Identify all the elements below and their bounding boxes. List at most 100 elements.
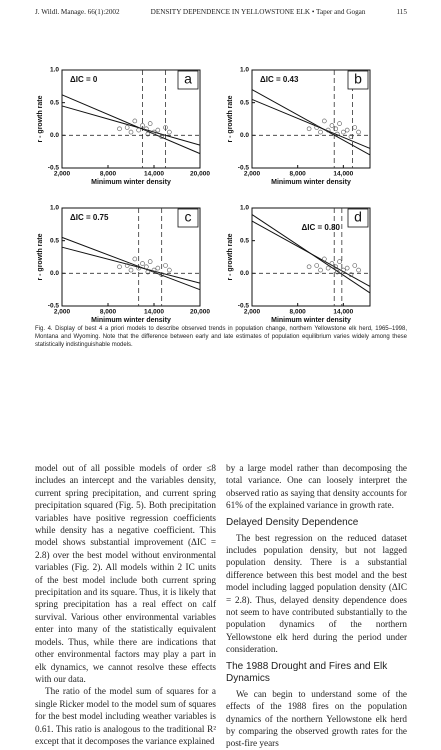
section-heading: Delayed Density Dependence (226, 516, 359, 528)
caption: Fig. 4. Display of best 4 a priori model… (35, 326, 407, 348)
x-axis-label: Minimum winter density (271, 317, 351, 324)
y-tick-label: 0.0 (50, 132, 59, 139)
data-point (128, 129, 134, 135)
x-tick-label: 14,000 (144, 309, 164, 316)
regression-line (61, 236, 201, 291)
data-point (333, 264, 339, 270)
data-point (144, 126, 149, 132)
regression-line (61, 105, 201, 146)
data-point (314, 263, 320, 268)
data-point (140, 123, 145, 128)
x-tick-label: 20,000 (190, 171, 210, 178)
model-aic: ΔIC = 0.80 (302, 223, 341, 232)
page: J. Wildl. Manage. 66(1):2002 DENSITY DEP… (35, 8, 407, 749)
header: J. Wildl. Manage. 66(1):2002 DENSITY DEP… (35, 8, 407, 16)
x-tick-label: 2,000 (54, 309, 71, 316)
data-point (337, 121, 342, 126)
x-tick-label: 2,000 (54, 171, 71, 178)
data-point (325, 127, 331, 133)
data-point (322, 256, 327, 262)
y-axis-label: r - growth rate (37, 233, 44, 280)
paragraph: by a large model rather than decomposing… (226, 463, 407, 511)
data-point (344, 265, 350, 271)
y-tick-label: -0.5 (238, 303, 250, 310)
y-tick-label: 0.0 (240, 270, 249, 277)
data-point (348, 134, 354, 139)
x-tick-label: 8,000 (100, 171, 117, 178)
model-aic: ΔIC = 0 (70, 75, 98, 84)
plot-frame (61, 69, 201, 169)
y-tick-label: 0.5 (50, 237, 59, 244)
x-tick-label: 14,000 (333, 309, 353, 316)
journal: J. Wildl. Manage. 66(1):2002 (35, 8, 120, 16)
data-point (132, 118, 138, 124)
data-point (163, 125, 168, 130)
right-column: by a large model rather than decomposing… (226, 462, 407, 750)
data-point (356, 129, 361, 135)
x-tick-label: 2,000 (244, 309, 261, 316)
data-point (352, 263, 358, 268)
data-point (124, 263, 130, 268)
x-axis-label: Minimum winter density (271, 179, 351, 186)
y-axis-label: r - growth rate (37, 95, 44, 142)
data-point (333, 126, 339, 132)
paragraph: The ratio of the model sum of squares fo… (35, 686, 216, 746)
y-tick-label: 1.0 (240, 67, 249, 74)
paragraph: The best regression on the reduced datas… (226, 532, 407, 655)
x-tick-label: 8,000 (100, 309, 117, 316)
panel-label-box (347, 208, 369, 228)
x-tick-label: 14,000 (144, 171, 164, 178)
data-point (136, 127, 141, 133)
running-title: DENSITY DEPENDENCE IN YELLOWSTONE ELK • … (150, 8, 366, 16)
panel-label: c (185, 209, 192, 225)
regression-line (61, 94, 201, 155)
plot-frame (61, 207, 201, 307)
paragraph: model out of all possible models of orde… (35, 463, 216, 684)
data-point (132, 256, 138, 262)
y-tick-label: -0.5 (238, 165, 250, 172)
panel-label: b (354, 71, 362, 87)
y-tick-label: 1.0 (240, 205, 249, 212)
x-tick-label: 14,000 (333, 171, 353, 178)
y-tick-label: 0.0 (240, 132, 249, 139)
data-point (159, 272, 164, 277)
data-point (151, 267, 157, 273)
panel-label-box (347, 70, 369, 90)
data-point (117, 126, 122, 132)
data-point (334, 269, 340, 275)
x-axis-label: Minimum winter density (91, 179, 171, 186)
data-point (167, 267, 172, 273)
data-point (151, 129, 157, 135)
data-point (128, 267, 134, 273)
regression-line (61, 246, 201, 284)
data-point (117, 264, 122, 270)
model-aic: ΔIC = 0.75 (70, 213, 109, 222)
data-point (163, 263, 168, 268)
regression-line (251, 89, 371, 156)
data-point (325, 265, 331, 271)
panel-label-box (177, 70, 199, 90)
x-tick-label: 8,000 (290, 309, 307, 316)
y-tick-label: 1.0 (50, 67, 59, 74)
data-point (322, 118, 327, 124)
data-point (136, 265, 141, 271)
data-point (145, 269, 151, 275)
data-point (337, 259, 342, 264)
y-tick-label: 0.5 (240, 99, 249, 106)
y-tick-label: -0.5 (48, 165, 60, 172)
x-tick-label: 2,000 (244, 171, 261, 178)
x-tick-label: 20,000 (190, 309, 210, 316)
y-axis-label: r - growth rate (227, 95, 234, 142)
data-point (341, 129, 346, 135)
data-point (318, 129, 323, 135)
panel-label-box (177, 208, 199, 228)
x-axis-label: Minimum winter density (91, 317, 171, 324)
data-point (344, 127, 350, 133)
data-point (155, 265, 161, 271)
plot-frame (251, 207, 371, 307)
section-heading: The 1988 Drought and Fires and Elk Dynam… (226, 660, 388, 684)
regression-line (251, 98, 371, 149)
data-point (306, 264, 312, 270)
data-point (348, 272, 354, 277)
page-number: 115 (396, 8, 407, 16)
